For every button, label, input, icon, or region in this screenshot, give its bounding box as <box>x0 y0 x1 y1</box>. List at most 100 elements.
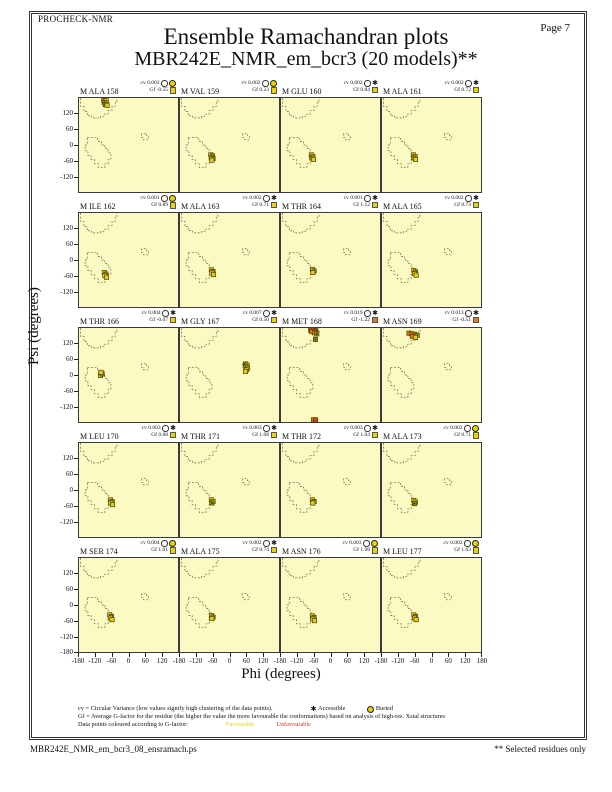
data-point-marker <box>314 338 317 341</box>
region-alpha-outline <box>286 367 314 398</box>
axis-tick <box>414 653 416 657</box>
cv-clock-icon <box>263 425 270 432</box>
cv-value: cv 0.002 <box>242 195 262 201</box>
cell-header: M THR 164 cv 0.001 ✱ Gf 1.12 <box>280 193 381 212</box>
region-alpha-outline <box>185 597 213 628</box>
plot-area <box>381 442 482 538</box>
axis-tick <box>465 653 467 657</box>
gf-color-swatch <box>472 547 479 554</box>
y-tick-label: 60 <box>66 239 73 248</box>
gf-value: Gf 0.89 <box>151 202 168 208</box>
region-alpha-outline <box>387 252 415 283</box>
axis-tick <box>111 653 113 657</box>
axis-tick <box>179 653 180 657</box>
y-tick-label: -60 <box>63 156 73 165</box>
cv-value: cv 0.002 <box>343 80 363 86</box>
cell-header: M ALA 165 cv 0.002 ✱ Gf 0.73 <box>381 193 482 212</box>
gf-value: Gf 1.01 <box>151 547 168 553</box>
y-tick-label: 0 <box>69 255 74 264</box>
axis-tick <box>296 653 298 657</box>
plot-area <box>179 212 280 308</box>
region-lalpha-outline <box>141 133 149 141</box>
data-point <box>413 272 419 278</box>
data-point <box>310 270 316 276</box>
cv-clock-icon <box>161 80 168 87</box>
cv-clock-icon <box>364 195 371 202</box>
region-lalpha-outline <box>141 363 149 371</box>
gf-value: Gf 0.71 <box>252 201 269 208</box>
y-tick-label: -180 <box>60 648 73 656</box>
y-tick-label: 0 <box>69 140 74 149</box>
legend-accessible-label: Accessible <box>318 705 346 712</box>
legend-favourable-label: Favourable <box>225 721 255 728</box>
cv-gf-block: cv 0.007 ✱ Gf 0.50 <box>243 309 277 323</box>
cell-header: M ALA 175 cv 0.002 ✱ Gf 0.74 <box>179 538 280 557</box>
plot-area <box>179 557 280 653</box>
gf-color-swatch <box>169 202 176 209</box>
region-alpha-outline <box>286 252 314 283</box>
axis-tick <box>78 653 79 657</box>
page-border-inner <box>31 13 585 738</box>
axis-tick <box>74 228 78 229</box>
cell-header: M THR 172 cv 0.003 ✱ Gf 1.04 <box>280 423 381 442</box>
cv-gf-block: cv 0.004 Gf 1.01 <box>141 540 176 554</box>
plot-svg <box>383 98 452 168</box>
x-tick-label: -60 <box>308 657 319 665</box>
data-point <box>312 618 318 624</box>
axis-tick <box>74 407 78 408</box>
x-tick-label: 60 <box>343 657 351 665</box>
axis-tick <box>313 653 315 657</box>
region-alpha-outline <box>387 597 415 628</box>
plot-svg <box>181 213 250 283</box>
gf-value: Gf 0.84 <box>353 86 370 93</box>
buried-circle-icon <box>367 705 375 713</box>
x-tick-label: 0 <box>429 657 434 665</box>
y-tick-label: -60 <box>63 616 73 625</box>
data-point <box>310 156 316 162</box>
plot-area <box>78 442 179 538</box>
data-point <box>104 274 110 280</box>
data-point <box>413 617 419 623</box>
plot-svg <box>282 98 351 168</box>
cv-value: cv 0.013 <box>444 310 464 316</box>
axis-tick <box>364 653 366 657</box>
gf-color-swatch <box>270 546 277 553</box>
region-alpha-outline <box>185 252 213 283</box>
axis-tick <box>347 653 349 657</box>
legend-cv-line: cv = Circular Variance (low values signi… <box>78 705 558 713</box>
data-point <box>209 157 215 163</box>
cv-clock-icon <box>263 195 270 202</box>
axis-tick <box>246 653 248 657</box>
accessible-star-icon: ✱ <box>372 78 378 87</box>
x-tick-label: -60 <box>409 657 420 665</box>
region-beta-outline <box>383 213 421 234</box>
x-tick-label: 0 <box>126 657 131 665</box>
x-tick-label: 120 <box>459 657 471 665</box>
cv-gf-block: cv 0.001 Gf 0.89 <box>141 195 176 209</box>
accessible-star-icon: ✱ <box>372 308 378 317</box>
plot-svg <box>181 328 251 398</box>
y-tick-label: 120 <box>62 453 74 462</box>
legend-unfavourable-label: Unfavourable <box>276 721 311 728</box>
region-lalpha-outline <box>343 363 351 371</box>
gf-color-swatch <box>270 431 277 438</box>
region-alpha-outline <box>387 367 415 398</box>
region-alpha-outline <box>84 367 112 398</box>
footer-note: ** Selected residues only <box>494 744 586 754</box>
cell-header: M ALA 163 cv 0.002 ✱ Gf 0.71 <box>179 193 280 212</box>
y-tick-label: -120 <box>60 402 73 411</box>
legend: cv = Circular Variance (low values signi… <box>78 705 558 729</box>
region-beta-outline <box>282 98 320 119</box>
axis-tick <box>481 653 482 657</box>
axis-tick <box>74 458 78 459</box>
axis-tick <box>74 292 78 293</box>
region-lalpha-outline <box>343 593 351 601</box>
accessible-star-icon: ✱ <box>271 193 277 202</box>
y-tick-label: 0 <box>69 370 74 379</box>
cv-clock-icon <box>465 195 472 202</box>
x-tick-label: -120 <box>88 657 102 665</box>
cv-clock-icon <box>363 540 370 547</box>
legend-points-text: Data points coloured according to G-fact… <box>78 721 188 728</box>
residue-label: M ALA 158 <box>80 87 119 96</box>
